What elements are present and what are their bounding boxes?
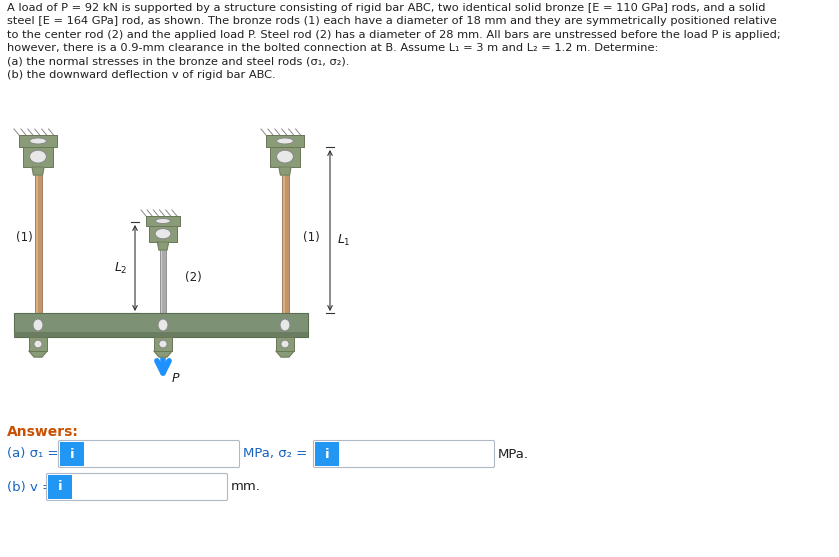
Text: i: i <box>70 447 75 461</box>
Ellipse shape <box>155 218 170 223</box>
Text: $L_1$: $L_1$ <box>337 232 351 247</box>
Text: i: i <box>325 447 330 461</box>
Text: i: i <box>58 481 62 494</box>
Polygon shape <box>32 167 44 175</box>
Text: however, there is a 0.9-mm clearance in the bolted connection at B. Assume L₁ = : however, there is a 0.9-mm clearance in … <box>7 43 659 53</box>
Ellipse shape <box>33 319 43 331</box>
Bar <box>14 313 308 337</box>
FancyBboxPatch shape <box>314 441 494 467</box>
Bar <box>19 135 57 147</box>
Text: (a) σ₁ =: (a) σ₁ = <box>7 447 63 461</box>
Text: MPa.: MPa. <box>498 447 529 461</box>
Ellipse shape <box>281 340 289 348</box>
Bar <box>315 442 339 466</box>
Ellipse shape <box>277 150 294 163</box>
Text: A load of P = 92 kN is supported by a structure consisting of rigid bar ABC, two: A load of P = 92 kN is supported by a st… <box>7 3 765 13</box>
Text: A: A <box>50 320 58 330</box>
Text: B: B <box>175 320 183 330</box>
Ellipse shape <box>155 228 171 239</box>
Text: (a) the normal stresses in the bronze and steel rods (σ₁, σ₂).: (a) the normal stresses in the bronze an… <box>7 57 349 67</box>
Ellipse shape <box>277 138 294 144</box>
Text: steel [E = 164 GPa] rod, as shown. The bronze rods (1) each have a diameter of 1: steel [E = 164 GPa] rod, as shown. The b… <box>7 17 777 27</box>
Bar <box>270 147 300 167</box>
Text: Answers:: Answers: <box>7 425 79 439</box>
Bar <box>283 167 284 313</box>
Text: mm.: mm. <box>231 481 261 494</box>
FancyBboxPatch shape <box>59 441 239 467</box>
Ellipse shape <box>29 138 46 144</box>
Bar <box>35 167 42 313</box>
Bar <box>23 147 53 167</box>
Text: (2): (2) <box>185 271 201 284</box>
Text: $L_2$: $L_2$ <box>114 261 128 276</box>
Bar <box>14 332 308 337</box>
Bar <box>29 337 47 351</box>
Bar <box>149 226 177 242</box>
Ellipse shape <box>29 150 46 163</box>
Polygon shape <box>276 351 294 357</box>
Ellipse shape <box>280 319 290 331</box>
Text: to the center rod (2) and the applied load P. Steel rod (2) has a diameter of 28: to the center rod (2) and the applied lo… <box>7 30 781 40</box>
Bar <box>60 442 84 466</box>
Bar <box>35 167 38 313</box>
Polygon shape <box>29 351 47 357</box>
Text: $P$: $P$ <box>171 372 180 384</box>
Bar <box>160 242 166 313</box>
Text: (1): (1) <box>303 231 320 243</box>
Bar <box>160 242 162 313</box>
Text: (1): (1) <box>16 231 33 243</box>
Bar <box>276 337 294 351</box>
Bar <box>282 167 289 313</box>
Polygon shape <box>158 242 169 250</box>
Text: MPa, σ₂ =: MPa, σ₂ = <box>243 447 311 461</box>
Ellipse shape <box>34 340 42 348</box>
Ellipse shape <box>159 340 167 348</box>
Ellipse shape <box>158 319 168 331</box>
Text: (b) v =: (b) v = <box>7 481 57 494</box>
Text: (b) the downward deflection v of rigid bar ABC.: (b) the downward deflection v of rigid b… <box>7 71 276 81</box>
Bar <box>154 337 172 351</box>
Polygon shape <box>279 167 291 175</box>
Bar <box>48 475 72 499</box>
FancyBboxPatch shape <box>46 473 227 501</box>
Bar <box>266 135 304 147</box>
Text: C: C <box>265 320 273 330</box>
Polygon shape <box>154 351 172 357</box>
Bar <box>146 216 180 226</box>
